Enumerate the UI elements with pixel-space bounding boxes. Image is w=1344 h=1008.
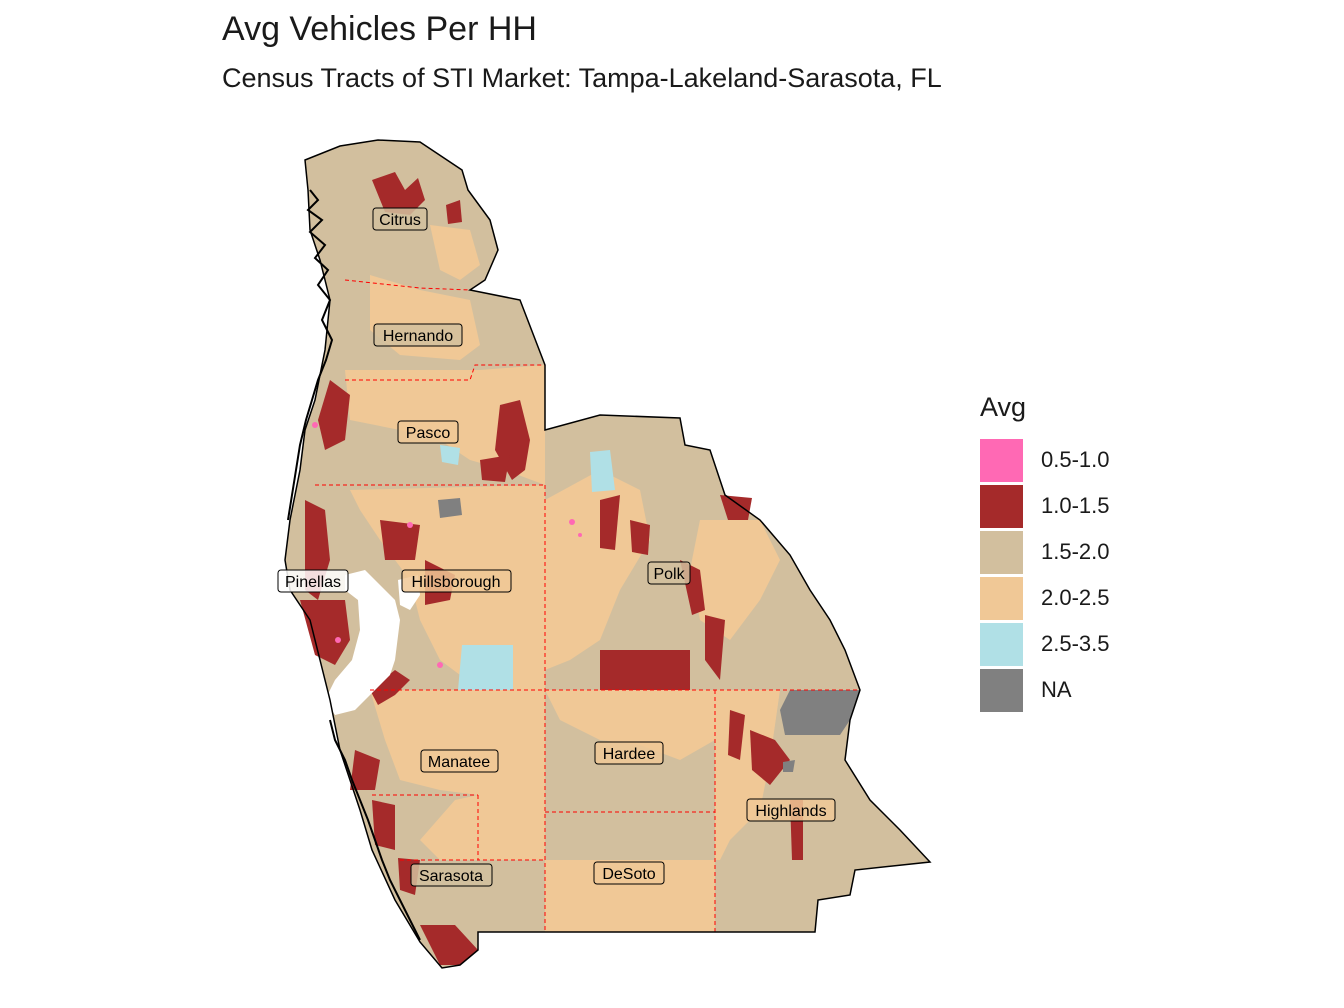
tracts-na [438,498,860,772]
legend-item: 2.5-3.5 [980,621,1110,667]
svg-text:Hillsborough: Hillsborough [412,574,501,591]
svg-text:DeSoto: DeSoto [602,866,655,883]
county-label-manatee: Manatee [420,749,499,773]
svg-text:Highlands: Highlands [755,803,826,820]
legend-items: 0.5-1.0 1.0-1.5 1.5-2.0 2.0-2.5 2.5-3.5 NA [980,437,1110,713]
legend-item: 1.0-1.5 [980,483,1110,529]
county-label-sarasota: Sarasota [410,863,493,887]
svg-text:Polk: Polk [653,566,685,583]
svg-text:Sarasota: Sarasota [419,868,483,885]
county-label-pinellas: Pinellas [277,569,349,593]
map-legend: Avg 0.5-1.0 1.0-1.5 1.5-2.0 2.0-2.5 2.5-3.5 N… [980,392,1110,713]
legend-label: 1.0-1.5 [1041,493,1110,518]
svg-text:Pasco: Pasco [406,425,451,442]
legend-item: 1.5-2.0 [980,529,1110,575]
legend-swatch [980,576,1023,620]
county-label-hernando: Hernando [373,323,463,347]
tracts-0.5-1.0 [312,422,582,668]
tracts-2.0-2.5 [345,225,780,932]
legend-label: 2.5-3.5 [1041,631,1110,656]
legend-swatch [980,530,1023,574]
legend-swatch [980,438,1023,482]
southern-coast-detail [329,719,421,941]
legend-title: Avg [980,392,1027,422]
county-labels: Citrus Hernando Pasco Pinellas Hillsboro… [277,207,836,887]
legend-label: NA [1041,677,1072,702]
legend-swatch [980,622,1023,666]
legend-swatch [980,484,1023,528]
legend-swatch [980,668,1023,712]
county-label-desoto: DeSoto [593,861,665,885]
county-label-hardee: Hardee [594,741,664,765]
map-title: Avg Vehicles Per HH [222,10,537,48]
tracts-2.5-3.5 [440,445,615,690]
tampa-bay-water [325,570,400,715]
svg-text:Pinellas: Pinellas [285,574,341,591]
county-label-hillsborough: Hillsborough [401,569,512,593]
svg-text:Manatee: Manatee [428,754,490,771]
legend-label: 2.0-2.5 [1041,585,1110,610]
svg-text:Hardee: Hardee [603,746,656,763]
county-boundaries [315,279,860,932]
county-label-highlands: Highlands [746,798,836,822]
svg-text:Citrus: Citrus [379,212,421,229]
coast-outline [284,139,932,969]
western-coast-detail [287,189,334,521]
legend-label: 1.5-2.0 [1041,539,1110,564]
legend-label: 0.5-1.0 [1041,447,1110,472]
legend-item: 0.5-1.0 [980,437,1110,483]
legend-item: 2.0-2.5 [980,575,1110,621]
legend-item: NA [980,667,1110,713]
county-label-pasco: Pasco [397,420,459,444]
svg-text:Hernando: Hernando [383,328,453,345]
map-subtitle: Census Tracts of STI Market: Tampa-Lakel… [222,63,942,93]
county-label-citrus: Citrus [372,207,428,231]
county-label-polk: Polk [647,561,691,585]
